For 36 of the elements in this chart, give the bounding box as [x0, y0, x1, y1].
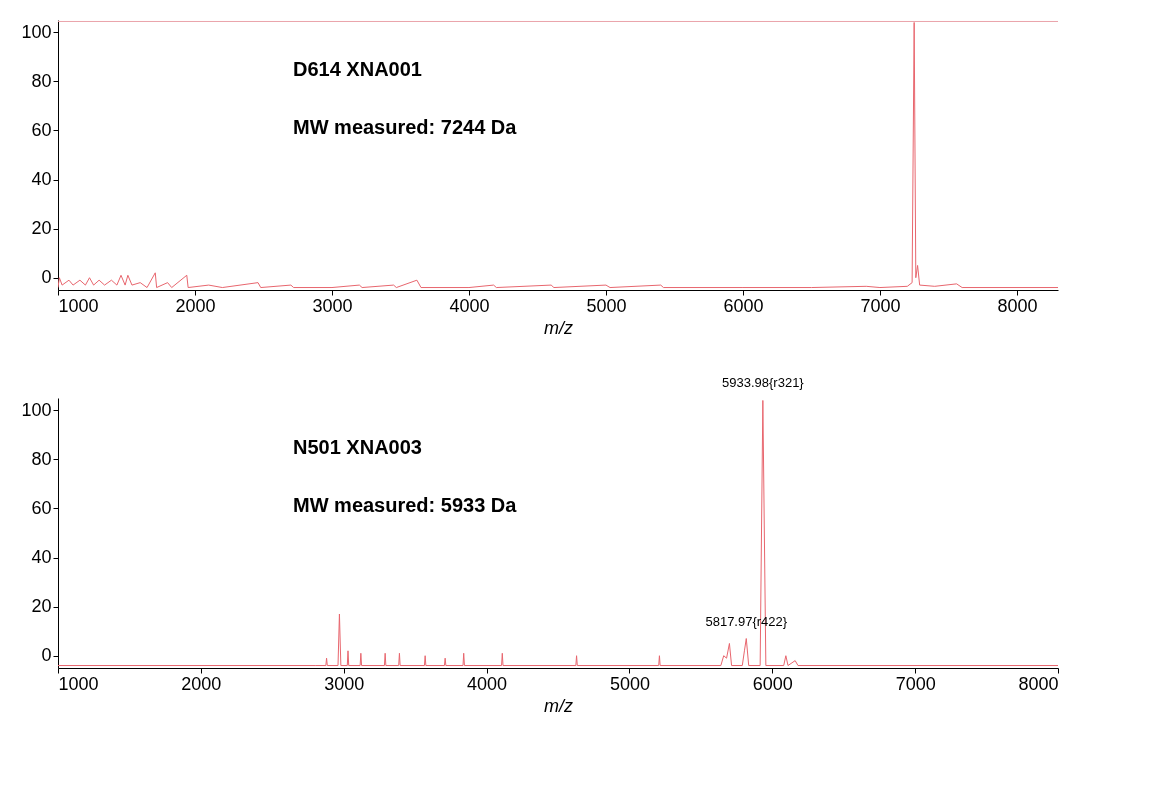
- y-tick-label: 40: [31, 547, 52, 568]
- x-tick-label: 3000: [312, 295, 353, 316]
- y-tick-label: 100: [21, 399, 52, 420]
- x-tick-label: 7000: [895, 673, 936, 694]
- x-tick-label: 1000: [58, 673, 99, 694]
- x-tick-label: 4000: [449, 295, 490, 316]
- y-tick-label: 100: [21, 21, 52, 42]
- y-tick-label: 20: [31, 218, 52, 239]
- x-tick-label: 6000: [723, 295, 764, 316]
- x-tick-label: 6000: [752, 673, 793, 694]
- x-tick-label: 5000: [586, 295, 627, 316]
- y-tick-label: 60: [31, 497, 52, 518]
- x-tick-label: 5000: [609, 673, 650, 694]
- x-axis-title: m/z: [544, 317, 573, 338]
- y-tick-label: 0: [41, 645, 52, 666]
- annotation: MW measured: 5933 Da: [293, 494, 518, 516]
- x-tick-label: 8000: [997, 295, 1038, 316]
- y-tick-label: 80: [31, 70, 52, 91]
- x-tick-label: 2000: [181, 673, 222, 694]
- x-tick-label: 8000: [1018, 673, 1059, 694]
- annotation: MW measured: 7244 Da: [293, 116, 518, 138]
- annotation: N501 XNA003: [293, 436, 422, 458]
- annotation: D614 XNA001: [293, 58, 422, 80]
- annotation: 5933.98{r321}: [722, 375, 805, 391]
- y-tick-label: 40: [31, 169, 52, 190]
- x-tick-label: 7000: [860, 295, 901, 316]
- y-tick-label: 20: [31, 596, 52, 617]
- y-tick-label: 0: [41, 267, 52, 288]
- x-tick-label: 2000: [175, 295, 216, 316]
- x-tick-label: 4000: [467, 673, 508, 694]
- annotation: 5817.97{r422}: [705, 613, 788, 629]
- y-tick-label: 60: [31, 119, 52, 140]
- x-axis-title: m/z: [544, 695, 573, 716]
- x-tick-label: 3000: [324, 673, 365, 694]
- y-tick-label: 80: [31, 448, 52, 469]
- x-tick-label: 1000: [58, 295, 99, 316]
